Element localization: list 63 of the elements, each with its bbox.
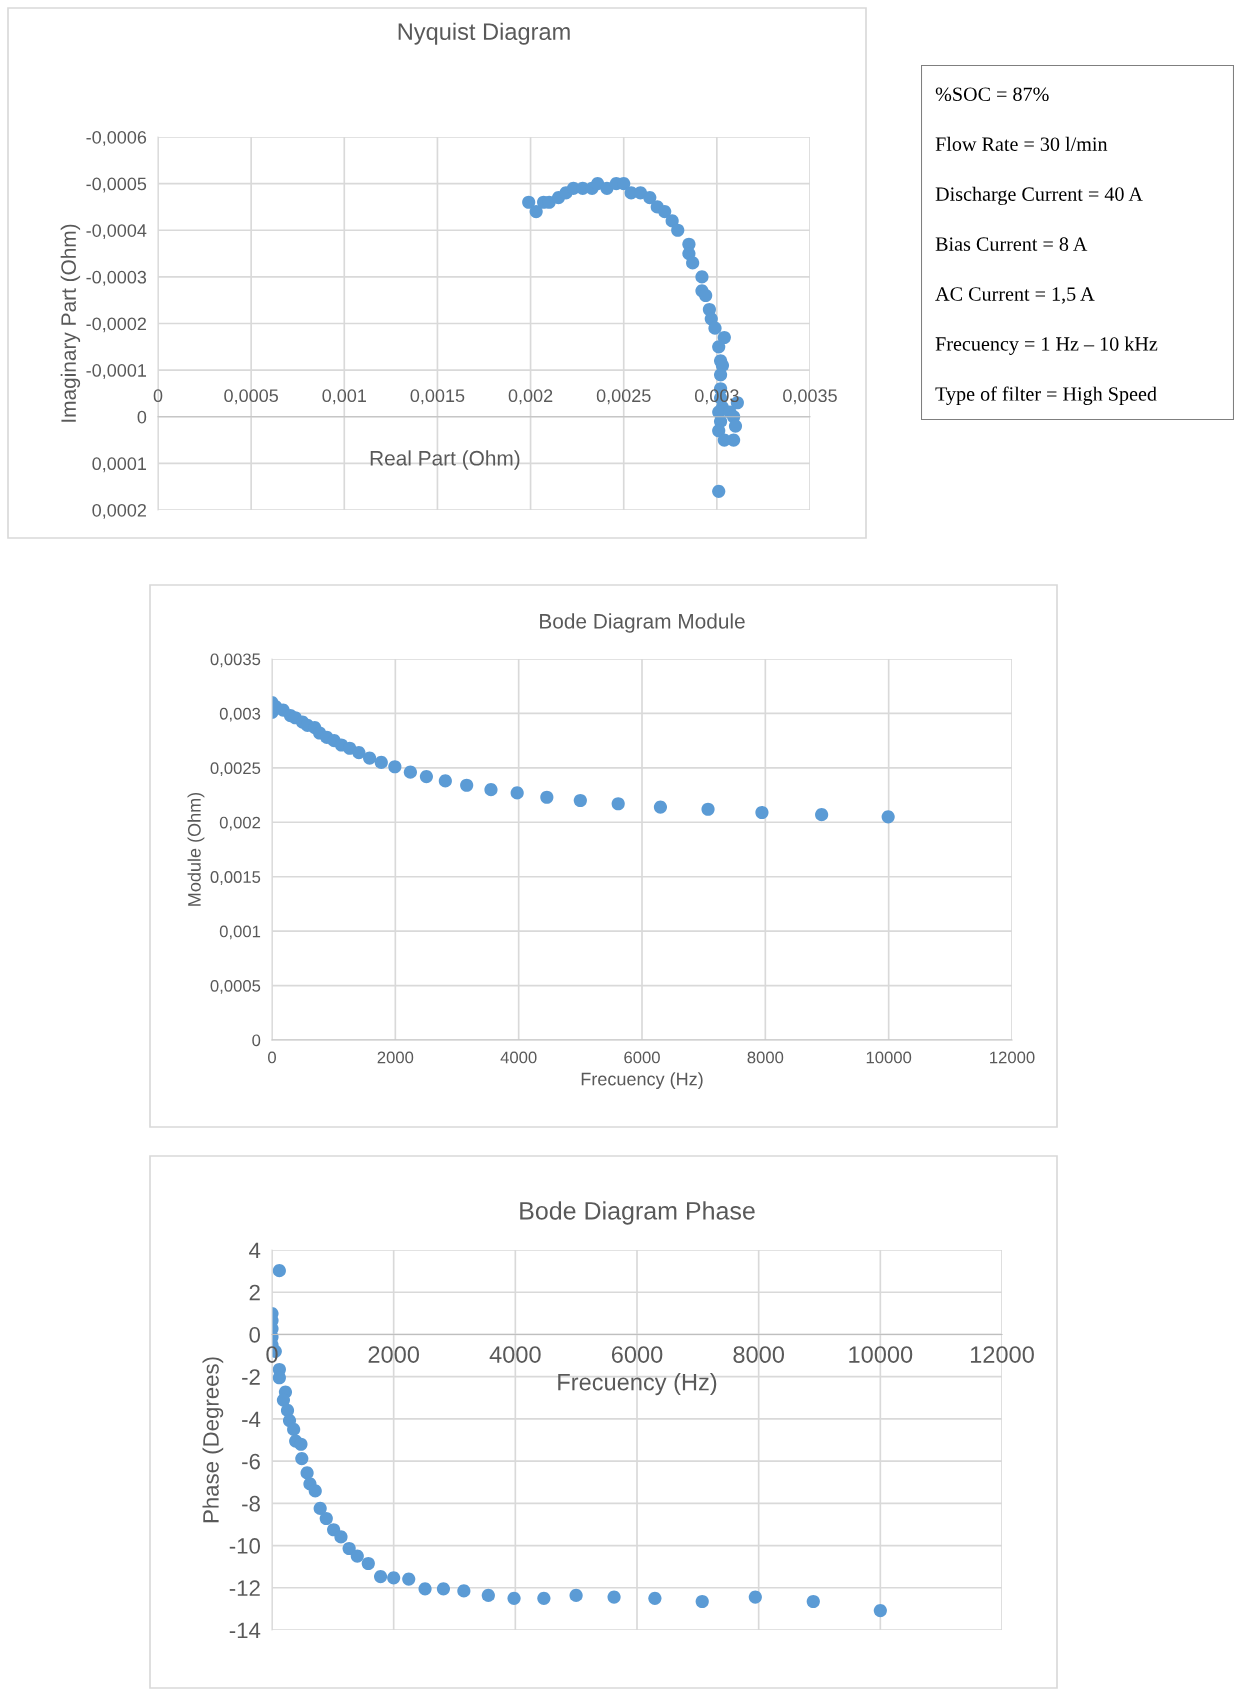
x-tick-label: 0 — [268, 1051, 276, 1064]
y-tick-label: 0 — [249, 1326, 261, 1343]
x-tick-label: 6000 — [624, 1051, 660, 1064]
y-tick-label: -6 — [242, 1453, 260, 1470]
x-tick-label: 10000 — [849, 1346, 913, 1363]
y-tick-label: 0,001 — [219, 925, 261, 940]
x-tick-label: 0 — [266, 1346, 278, 1363]
x-tick-label: 8000 — [747, 1051, 784, 1064]
y-tick-label: -0,0005 — [86, 177, 147, 193]
y-tick-label: 0,003 — [219, 707, 261, 722]
x-tick-label: 0,0025 — [596, 389, 651, 405]
x-tick-label: 4000 — [489, 1346, 541, 1363]
chart-title: Bode Diagram Phase — [520, 1201, 755, 1225]
chart-title: Bode Diagram Module — [540, 613, 745, 633]
y-tick-label: -0,0004 — [86, 224, 147, 240]
text: Type of filter = High Speed — [935, 386, 1157, 405]
y-tick-label: -10 — [229, 1538, 261, 1554]
x-tick-label: 2000 — [377, 1051, 414, 1064]
x-tick-label: 4000 — [500, 1051, 537, 1064]
x-tick-label: 0,002 — [508, 389, 553, 405]
y-tick-label: 2 — [249, 1284, 260, 1301]
x-axis-title: Real Part (Ohm) — [370, 450, 520, 470]
x-tick-label: 8000 — [733, 1346, 785, 1363]
y-tick-label: 0,0005 — [210, 979, 261, 994]
y-tick-label: 0 — [137, 410, 147, 424]
chart-title: Nyquist Diagram — [398, 22, 570, 45]
x-axis-title: Frecuency (Hz) — [558, 1373, 717, 1396]
text: Bias Current = 8 A — [935, 237, 1088, 251]
y-tick-label: 0,002 — [219, 816, 261, 831]
y-axis-title: Module (Ohm) — [187, 792, 205, 906]
y-tick-label: -4 — [242, 1411, 261, 1427]
y-tick-label: 4 — [249, 1242, 261, 1259]
y-tick-label: -0,0002 — [86, 317, 146, 333]
text: AC Current = 1,5 A — [935, 287, 1095, 304]
y-tick-label: -12 — [229, 1580, 260, 1596]
y-tick-label: 0,0035 — [210, 653, 261, 668]
y-tick-label: -14 — [229, 1622, 261, 1639]
y-tick-label: 0,0015 — [210, 871, 261, 885]
y-tick-label: -0,0006 — [86, 130, 147, 146]
x-tick-label: 0,0015 — [410, 389, 465, 405]
x-tick-label: 0,0035 — [783, 389, 837, 405]
x-tick-label: 12000 — [970, 1346, 1034, 1363]
y-tick-label: 0,0025 — [210, 762, 261, 777]
y-axis-title: Phase (Degrees) — [202, 1357, 224, 1523]
y-tick-label: -0,0001 — [86, 364, 147, 379]
x-axis-title: Frecuency (Hz) — [581, 1072, 703, 1090]
text: Frecuency = 1 Hz – 10 kHz — [935, 336, 1158, 355]
text: Discharge Current = 40 A — [935, 186, 1143, 206]
y-axis-title: Imaginary Part (Ohm) — [60, 224, 81, 422]
x-tick-label: 12000 — [990, 1051, 1035, 1064]
x-tick-label: 0,001 — [322, 389, 366, 405]
y-tick-label: -0,0003 — [86, 270, 147, 286]
y-tick-label: -8 — [242, 1495, 260, 1512]
text: %SOC = 87% — [935, 87, 1049, 102]
y-tick-label: 0 — [252, 1034, 261, 1047]
x-tick-label: 10000 — [866, 1051, 912, 1064]
y-tick-label: 0,0002 — [92, 503, 146, 519]
y-tick-label: 0,0001 — [92, 457, 147, 473]
x-tick-label: 6000 — [611, 1346, 663, 1363]
text: Flow Rate = 30 l/min — [935, 136, 1108, 151]
y-tick-label: -2 — [242, 1369, 260, 1385]
x-tick-label: 2000 — [368, 1346, 420, 1363]
x-tick-label: 0 — [153, 389, 163, 403]
